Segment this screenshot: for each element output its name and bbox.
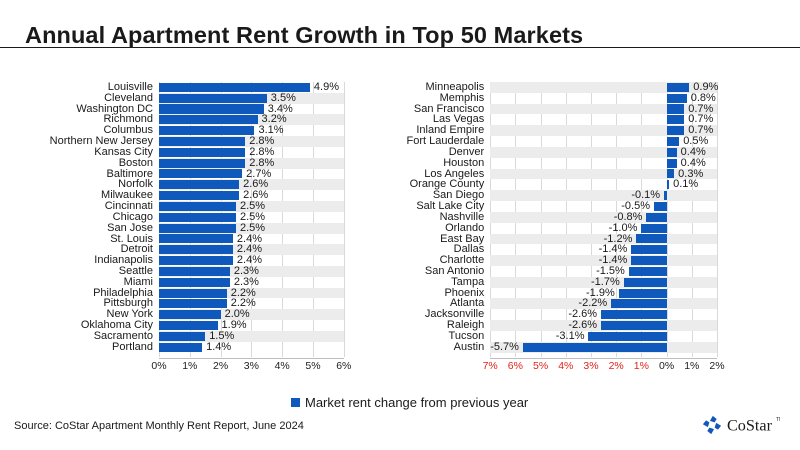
svg-text:TM: TM xyxy=(776,417,780,423)
svg-text:CoStar: CoStar xyxy=(727,417,773,435)
